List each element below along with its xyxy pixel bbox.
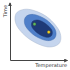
x-axis-title: Temperature <box>34 62 67 69</box>
x-axis-line <box>11 60 68 61</box>
y-axis-title: Time <box>2 5 8 18</box>
contour-region <box>24 14 56 40</box>
y-axis <box>10 4 11 61</box>
x-axis <box>11 60 68 61</box>
point <box>47 30 50 33</box>
chart: Temperature Time <box>0 0 70 70</box>
point <box>33 22 36 25</box>
y-axis-line <box>10 4 11 61</box>
plot-area <box>15 9 61 47</box>
contour-region <box>31 20 52 37</box>
y-axis-arrow <box>10 3 11 5</box>
contour-region <box>15 9 61 47</box>
